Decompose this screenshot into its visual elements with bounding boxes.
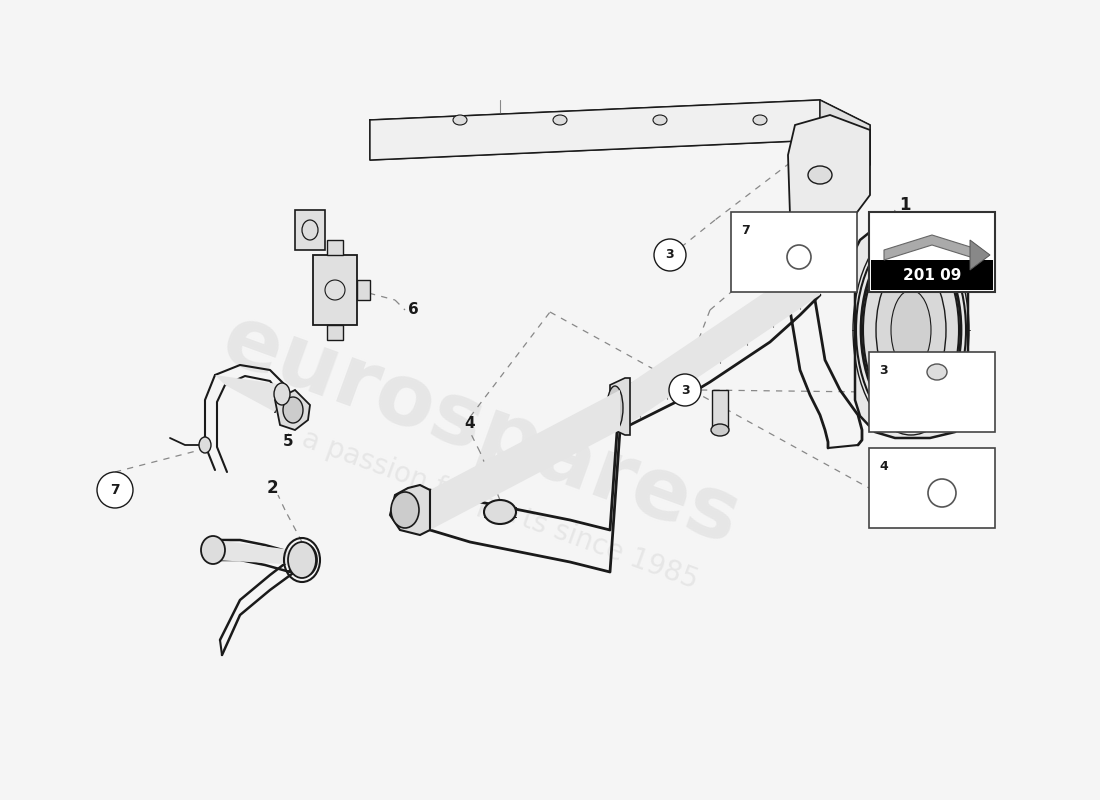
Polygon shape <box>884 235 980 260</box>
Polygon shape <box>855 222 968 438</box>
Polygon shape <box>430 390 620 530</box>
Text: 3: 3 <box>681 383 690 397</box>
Ellipse shape <box>808 166 832 184</box>
Text: 4: 4 <box>464 417 475 431</box>
Ellipse shape <box>754 115 767 125</box>
Bar <box>871 260 993 290</box>
Ellipse shape <box>927 364 947 380</box>
Text: 5: 5 <box>283 434 294 450</box>
Polygon shape <box>214 540 300 565</box>
Text: 201 09: 201 09 <box>903 267 961 282</box>
Text: 1: 1 <box>900 196 911 214</box>
Ellipse shape <box>283 397 302 423</box>
Ellipse shape <box>891 290 931 370</box>
Ellipse shape <box>302 220 318 240</box>
Polygon shape <box>358 280 370 300</box>
Ellipse shape <box>453 115 468 125</box>
Ellipse shape <box>553 115 566 125</box>
Ellipse shape <box>274 383 290 405</box>
Bar <box>732 212 857 292</box>
Polygon shape <box>610 378 630 435</box>
Ellipse shape <box>876 262 946 398</box>
Text: 3: 3 <box>666 249 674 262</box>
Ellipse shape <box>484 500 516 524</box>
Text: 4: 4 <box>879 460 888 473</box>
Polygon shape <box>327 240 343 255</box>
Text: 2: 2 <box>266 479 278 497</box>
Ellipse shape <box>97 472 133 508</box>
Ellipse shape <box>201 536 225 564</box>
Polygon shape <box>314 255 358 325</box>
Ellipse shape <box>607 386 623 430</box>
Text: 3: 3 <box>879 364 888 377</box>
Ellipse shape <box>711 424 729 436</box>
Bar <box>869 448 996 528</box>
Ellipse shape <box>199 437 211 453</box>
Polygon shape <box>327 325 343 340</box>
Polygon shape <box>370 100 820 160</box>
Ellipse shape <box>669 374 701 406</box>
Bar <box>869 212 996 292</box>
Polygon shape <box>970 240 990 270</box>
Ellipse shape <box>288 542 316 578</box>
Text: 7: 7 <box>741 224 750 237</box>
Ellipse shape <box>390 492 419 528</box>
Text: 6: 6 <box>408 302 418 318</box>
Ellipse shape <box>653 115 667 125</box>
Text: eurospares: eurospares <box>210 298 750 562</box>
Polygon shape <box>712 390 728 430</box>
Polygon shape <box>820 100 870 165</box>
Ellipse shape <box>654 239 686 271</box>
Text: a passion for parts since 1985: a passion for parts since 1985 <box>298 425 702 595</box>
Polygon shape <box>295 210 324 250</box>
Ellipse shape <box>864 240 959 420</box>
Polygon shape <box>214 375 285 412</box>
Polygon shape <box>788 115 870 225</box>
Ellipse shape <box>293 544 317 576</box>
Polygon shape <box>275 390 310 430</box>
Text: 7: 7 <box>110 483 120 497</box>
Polygon shape <box>620 255 820 430</box>
Polygon shape <box>390 485 430 535</box>
Bar <box>869 352 996 432</box>
